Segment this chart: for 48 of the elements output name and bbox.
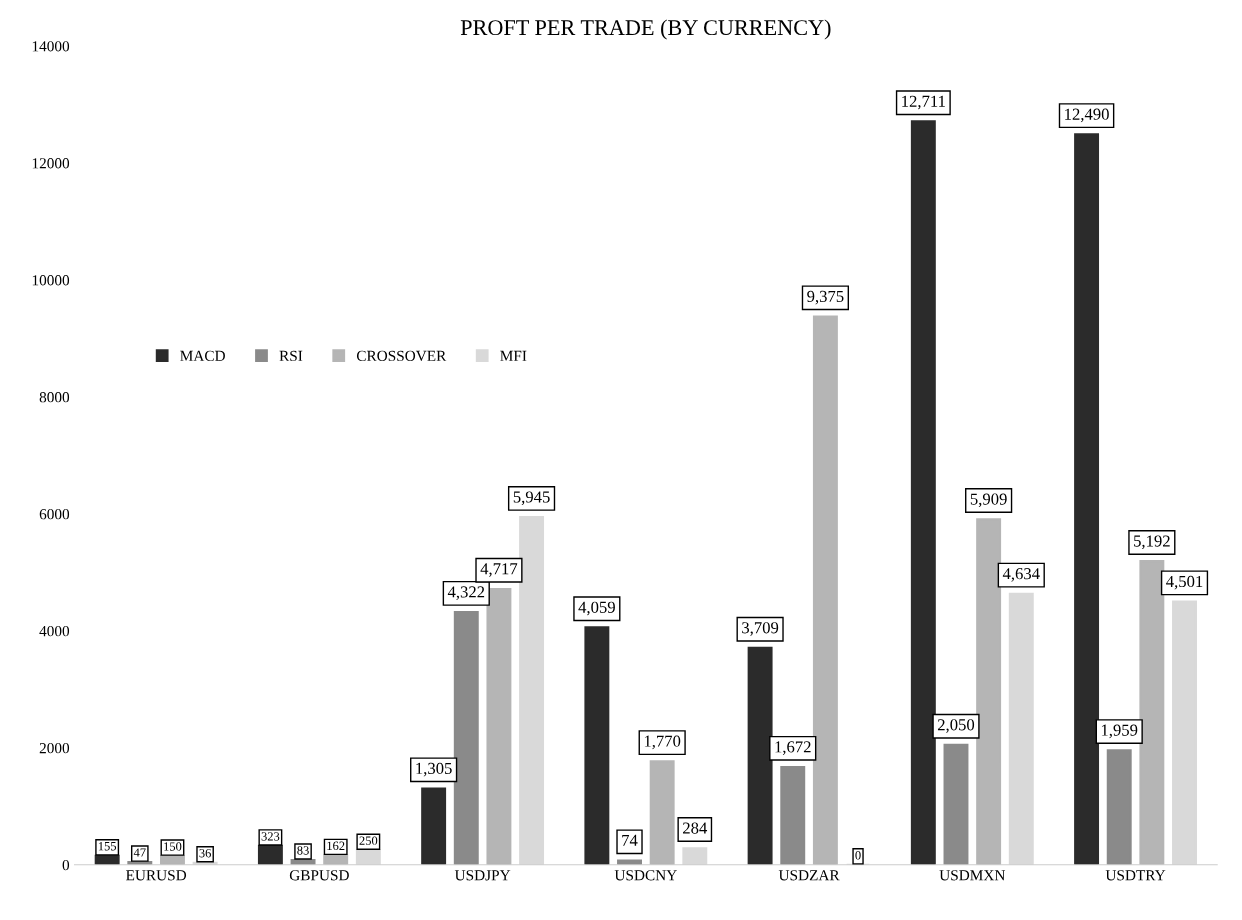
data-label: 323 — [261, 832, 280, 841]
x-tick-label: USDZAR — [778, 870, 840, 881]
legend-label: RSI — [279, 350, 303, 362]
x-tick-label: USDTRY — [1105, 870, 1166, 881]
y-tick-label: 10000 — [32, 275, 70, 286]
y-tick-label: 14000 — [32, 41, 70, 52]
x-tick-label: USDCNY — [614, 870, 677, 881]
data-label: 36 — [199, 848, 211, 858]
data-label: 250 — [359, 836, 378, 845]
y-tick-label: 0 — [62, 859, 70, 871]
data-label: 83 — [297, 846, 309, 855]
data-label: 5,192 — [1134, 535, 1170, 550]
y-tick-label: 12000 — [32, 158, 70, 169]
data-label: 1,305 — [416, 762, 452, 777]
data-label: 12,711 — [902, 95, 945, 110]
x-tick-label: USDJPY — [454, 870, 511, 881]
data-label: 2,050 — [937, 719, 975, 733]
chart-title: PROFT PER TRADE (BY CURRENCY) — [460, 19, 831, 40]
x-tick-label: EURUSD — [126, 870, 187, 881]
data-label: 1,770 — [644, 735, 681, 750]
data-label: 1,672 — [775, 741, 811, 755]
data-label: 5,909 — [970, 493, 1007, 508]
data-label: 0 — [855, 851, 861, 860]
data-label: 4,634 — [1002, 568, 1040, 582]
data-label: 4,322 — [447, 586, 485, 600]
data-label: 284 — [683, 822, 708, 834]
legend-label: MACD — [180, 350, 225, 362]
data-label: 4,717 — [480, 563, 518, 577]
data-label: 3,709 — [742, 622, 779, 636]
y-tick-label: 6000 — [39, 509, 70, 520]
legend-label: MFI — [500, 350, 527, 361]
x-tick-label: GBPUSD — [289, 870, 349, 881]
x-tick-label: USDMXN — [939, 870, 1006, 881]
data-label: 150 — [164, 842, 182, 851]
data-label: 162 — [327, 841, 345, 851]
y-tick-label: 2000 — [39, 742, 70, 754]
y-tick-label: 4000 — [39, 626, 70, 637]
data-label: 12,490 — [1065, 108, 1109, 123]
data-label: 74 — [622, 834, 638, 846]
data-label: 4,501 — [1166, 575, 1203, 590]
data-label: 4,059 — [578, 601, 615, 616]
data-label: 1,959 — [1101, 724, 1138, 739]
data-label: 47 — [133, 848, 146, 857]
y-tick-label: 8000 — [39, 392, 70, 403]
data-label: 5,945 — [513, 491, 550, 505]
data-label: 9,375 — [807, 290, 844, 305]
legend-label: CROSSOVER — [356, 350, 447, 362]
data-label: 155 — [98, 842, 117, 851]
